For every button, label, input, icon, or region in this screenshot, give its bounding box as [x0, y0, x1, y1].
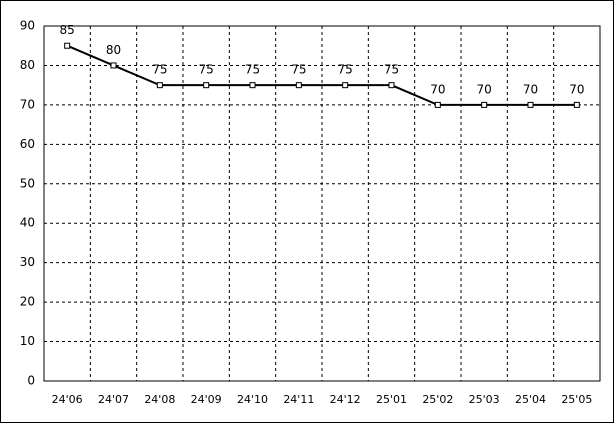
data-label: 70 — [569, 82, 584, 96]
point-marker — [156, 82, 163, 89]
y-tick-label: 30 — [20, 255, 35, 269]
point-marker — [527, 101, 534, 108]
point-marker — [481, 101, 488, 108]
plot-frame — [43, 25, 601, 382]
point-marker — [295, 82, 302, 89]
point-marker — [64, 42, 71, 49]
x-tick-label: 24'09 — [191, 393, 222, 406]
x-tick-label: 24'07 — [98, 393, 129, 406]
data-label: 75 — [199, 63, 214, 77]
y-tick-label: 10 — [20, 334, 35, 348]
data-label: 70 — [430, 82, 445, 96]
data-label: 80 — [106, 43, 121, 57]
x-tick-label: 25'04 — [515, 393, 546, 406]
data-label: 75 — [152, 63, 167, 77]
data-label: 75 — [384, 63, 399, 77]
y-tick-label: 0 — [27, 374, 35, 388]
point-marker — [573, 101, 580, 108]
point-marker — [110, 62, 117, 69]
data-label: 75 — [245, 63, 260, 77]
point-marker — [203, 82, 210, 89]
y-tick-label: 80 — [20, 58, 35, 72]
y-tick-label: 70 — [20, 97, 35, 111]
data-label: 70 — [523, 82, 538, 96]
data-label: 75 — [338, 63, 353, 77]
x-tick-label: 25'03 — [469, 393, 500, 406]
y-tick-label: 60 — [20, 137, 35, 151]
x-tick-label: 24'10 — [237, 393, 268, 406]
series-line — [66, 44, 577, 106]
x-tick-label: 25'01 — [376, 393, 407, 406]
x-tick-label: 24'06 — [52, 393, 83, 406]
point-marker — [342, 82, 349, 89]
point-marker — [249, 82, 256, 89]
y-tick-label: 40 — [20, 216, 35, 230]
point-marker — [434, 101, 441, 108]
y-tick-label: 50 — [20, 176, 35, 190]
data-label: 75 — [291, 63, 306, 77]
x-tick-label: 25'05 — [561, 393, 592, 406]
point-marker — [388, 82, 395, 89]
x-tick-label: 24'11 — [283, 393, 314, 406]
x-tick-label: 24'08 — [144, 393, 175, 406]
data-label: 85 — [60, 23, 75, 37]
y-tick-label: 90 — [20, 19, 35, 33]
x-tick-label: 25'02 — [422, 393, 453, 406]
x-tick-label: 24'12 — [330, 393, 361, 406]
data-label: 70 — [477, 82, 492, 96]
y-tick-label: 20 — [20, 295, 35, 309]
